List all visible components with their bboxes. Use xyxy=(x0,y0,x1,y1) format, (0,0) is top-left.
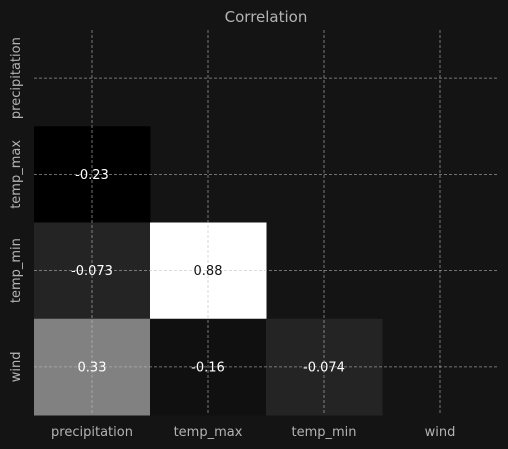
cell-value-label-temp_max-precipitation: -0.23 xyxy=(75,168,109,183)
x-tick-label-precipitation: precipitation xyxy=(51,425,133,440)
x-tick-label-wind: wind xyxy=(425,425,456,440)
x-tick-labels: precipitation temp_max temp_min wind xyxy=(51,425,455,440)
grid-layer xyxy=(34,30,498,415)
cell-value-label-wind-precipitation: 0.33 xyxy=(78,360,107,375)
x-tick-label-temp_min: temp_min xyxy=(291,425,356,440)
y-tick-label-temp_max: temp_max xyxy=(9,140,24,209)
y-tick-label-wind: wind xyxy=(9,352,24,383)
cell-value-label-wind-temp_min: -0.074 xyxy=(303,360,345,375)
chart-title: Correlation xyxy=(225,8,308,26)
cell-value-label-wind-temp_max: -0.16 xyxy=(191,360,225,375)
x-tick-label-temp_max: temp_max xyxy=(174,425,243,440)
y-tick-label-temp_min: temp_min xyxy=(9,238,24,303)
cell-labels-layer: -0.23 -0.073 0.88 0.33 -0.16 -0.074 xyxy=(71,168,345,376)
cell-value-label-temp_min-precipitation: -0.073 xyxy=(71,264,113,279)
y-tick-label-precipitation: precipitation xyxy=(9,37,24,119)
cell-value-label-temp_min-temp_max: 0.88 xyxy=(194,264,223,279)
